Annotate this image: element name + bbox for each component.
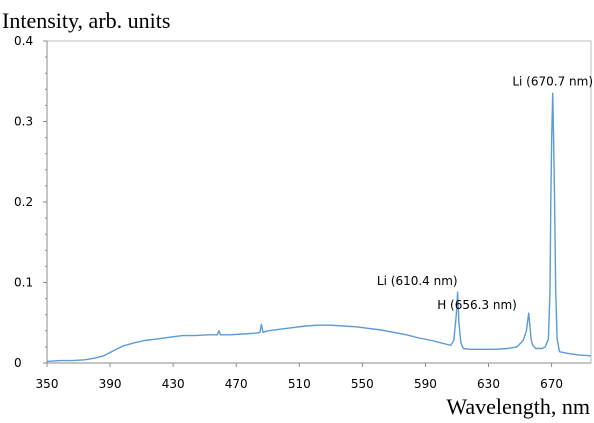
- series-group: [46, 92, 592, 363]
- y-tick-label: 0.1: [14, 276, 33, 290]
- peak-annotation: H (656.3 nm): [437, 298, 517, 312]
- plot-frame: [46, 40, 592, 364]
- x-tick-label: 630: [477, 377, 500, 391]
- y-tick-label: 0.3: [14, 115, 33, 129]
- peak-annotation: Li (670.7 nm): [512, 74, 593, 88]
- y-tick-label: 0: [14, 356, 22, 370]
- axes: [43, 40, 592, 367]
- y-tick-label: 0.4: [14, 34, 33, 48]
- x-tick-label: 550: [351, 377, 374, 391]
- x-tick-label: 470: [225, 377, 248, 391]
- tick-labels: 0 0.1 0.2 0.3 0.4 350 390 430 470 510 550 590 630 670: [14, 34, 563, 391]
- x-tick-label: 670: [540, 377, 563, 391]
- annotations: Li (670.7 nm) Li (610.4 nm) H (656.3 nm): [377, 74, 593, 312]
- peak-annotation: Li (610.4 nm): [377, 274, 458, 288]
- x-tick-label: 430: [162, 377, 185, 391]
- y-tick-label: 0.2: [14, 195, 33, 209]
- x-tick-label: 590: [414, 377, 437, 391]
- x-axis-title: Wavelength, nm: [446, 394, 590, 419]
- x-tick-label: 510: [288, 377, 311, 391]
- x-tick-label: 390: [99, 377, 122, 391]
- x-tick-label: 350: [36, 377, 59, 391]
- y-axis-title: Intensity, arb. units: [2, 8, 171, 33]
- spectrum-line: [46, 92, 592, 363]
